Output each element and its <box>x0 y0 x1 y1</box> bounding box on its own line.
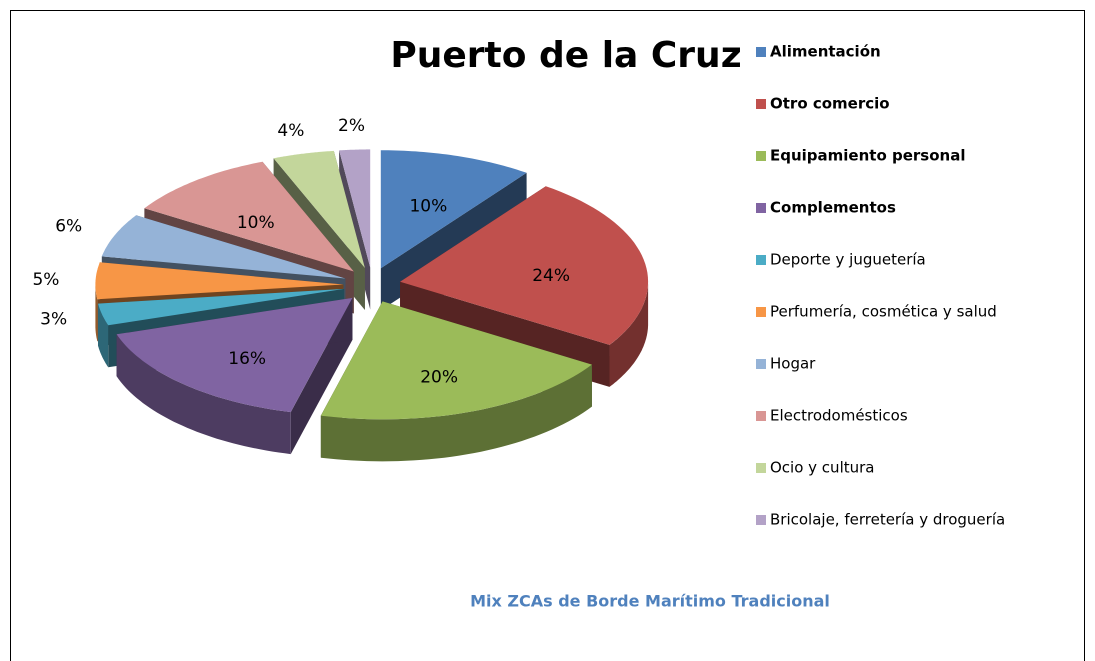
value-label: 16% <box>228 349 266 369</box>
legend-swatch <box>756 411 766 421</box>
slice-side <box>116 334 291 455</box>
legend-label: Bricolaje, ferretería y droguería <box>770 511 1005 529</box>
slice <box>98 288 345 326</box>
legend-swatch <box>756 307 766 317</box>
value-label: 20% <box>420 367 458 387</box>
value-label: 3% <box>40 310 67 330</box>
value-label: 4% <box>277 121 304 141</box>
legend-label: Equipamiento personal <box>770 147 965 165</box>
slice <box>400 186 649 345</box>
chart-frame <box>10 10 1085 661</box>
chart-subtitle: Mix ZCAs de Borde Marítimo Tradicional <box>470 592 830 611</box>
chart-title: Puerto de la Cruz <box>390 35 741 76</box>
slice <box>320 301 592 420</box>
pie <box>95 149 649 462</box>
legend-swatch <box>756 463 766 473</box>
slice-side <box>320 364 592 462</box>
slice <box>380 150 527 269</box>
slice-side <box>609 281 649 387</box>
slice-side <box>95 284 98 342</box>
legend-label: Complementos <box>770 199 896 217</box>
slice <box>144 161 354 272</box>
value-label: 6% <box>55 216 82 236</box>
legend-swatch <box>756 359 766 369</box>
value-label: 2% <box>338 116 365 136</box>
legend-swatch <box>756 203 766 213</box>
value-label: 10% <box>409 197 447 217</box>
value-label: 24% <box>532 266 570 286</box>
legend-swatch <box>756 99 766 109</box>
legend-swatch <box>756 255 766 265</box>
value-label: 5% <box>32 270 59 290</box>
slice <box>273 150 365 268</box>
slice <box>339 149 371 268</box>
slice <box>116 297 353 413</box>
legend-swatch <box>756 47 766 57</box>
legend-label: Alimentación <box>770 43 881 61</box>
legend-label: Deporte y juguetería <box>770 251 926 269</box>
legend-label: Electrodomésticos <box>770 407 908 425</box>
legend-label: Ocio y cultura <box>770 459 874 477</box>
slice-side <box>98 303 109 368</box>
legend-swatch <box>756 515 766 525</box>
legend-swatch <box>756 151 766 161</box>
slice <box>101 215 346 279</box>
value-label: 10% <box>237 213 275 233</box>
legend-label: Otro comercio <box>770 95 890 113</box>
legend-label: Perfumería, cosmética y salud <box>770 303 997 321</box>
legend-label: Hogar <box>770 355 816 373</box>
slice <box>95 262 344 300</box>
